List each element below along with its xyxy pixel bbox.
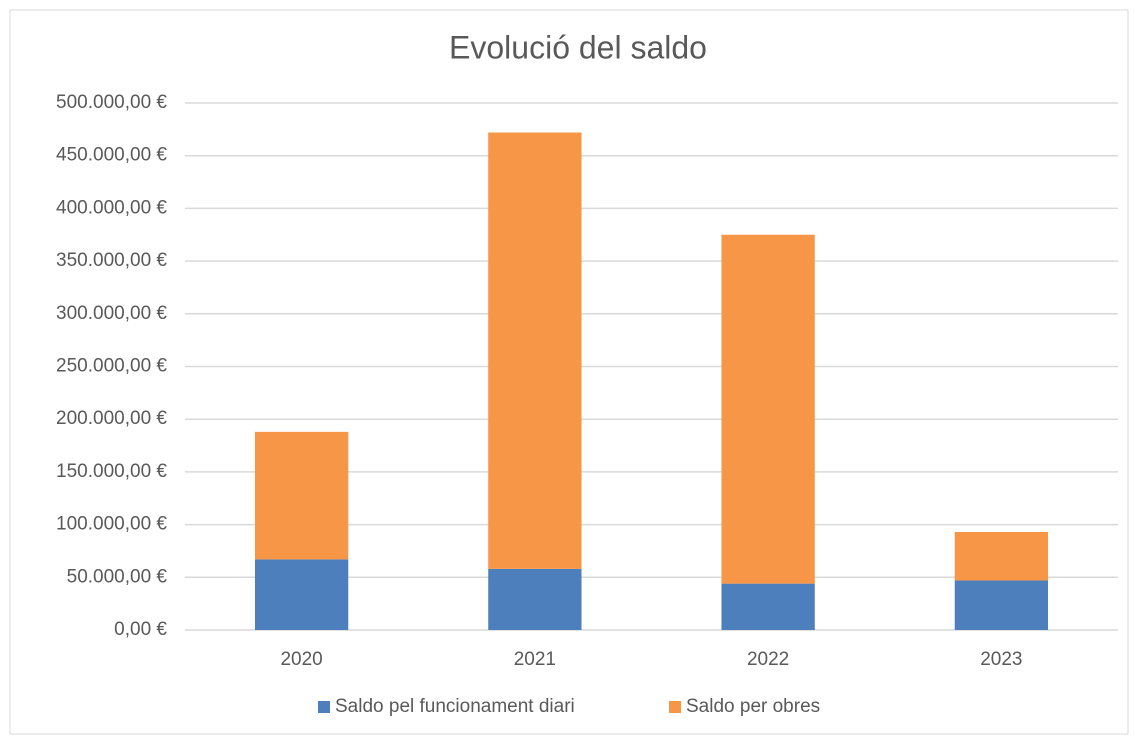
y-tick-label: 200.000,00 € (56, 408, 167, 429)
y-tick-label: 0,00 € (114, 619, 167, 640)
bar-segment (721, 583, 815, 630)
y-tick-label: 500.000,00 € (56, 92, 167, 113)
legend-label: Saldo per obres (686, 696, 820, 717)
y-tick-label: 300.000,00 € (56, 303, 167, 324)
legend-swatch (318, 701, 330, 713)
x-tick-label: 2021 (514, 649, 556, 670)
y-tick-label: 450.000,00 € (56, 145, 167, 166)
legend-swatch (669, 701, 681, 713)
bar-segment (254, 559, 349, 630)
y-tick-label: 400.000,00 € (56, 197, 167, 218)
chart-title: Evolució del saldo (449, 29, 707, 65)
bar-segment (954, 580, 1049, 630)
bar-segment (488, 568, 582, 630)
bar-segment (721, 234, 815, 584)
bar-segment (254, 431, 349, 560)
x-tick-label: 2020 (280, 649, 322, 670)
bar-segment (954, 531, 1049, 581)
legend-label: Saldo pel funcionament diari (335, 696, 575, 717)
x-tick-label: 2023 (980, 649, 1022, 670)
y-tick-label: 100.000,00 € (56, 514, 167, 535)
y-tick-label: 50.000,00 € (67, 566, 168, 587)
y-tick-label: 150.000,00 € (56, 461, 167, 482)
y-tick-label: 350.000,00 € (56, 250, 167, 271)
y-tick-label: 250.000,00 € (56, 356, 167, 377)
bar-segment (488, 132, 582, 569)
x-tick-label: 2022 (747, 649, 789, 670)
